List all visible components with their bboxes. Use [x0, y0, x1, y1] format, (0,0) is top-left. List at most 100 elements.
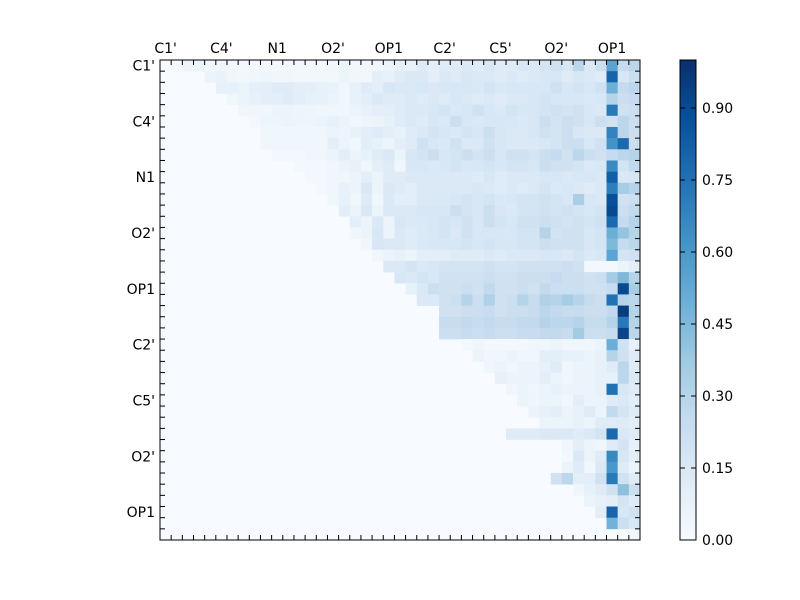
- heatmap-cell: [506, 60, 518, 72]
- heatmap-cell: [483, 205, 496, 217]
- heatmap-cell: [238, 104, 250, 117]
- heatmap-cell: [606, 417, 618, 429]
- heatmap-cell: [606, 506, 618, 518]
- heatmap-cell: [238, 82, 250, 94]
- heatmap-cell: [316, 71, 328, 83]
- heatmap-cell: [584, 193, 596, 206]
- heatmap-cell: [483, 227, 496, 239]
- heatmap-cell: [528, 283, 540, 295]
- heatmap-cell: [517, 149, 529, 161]
- heatmap-cell: [349, 104, 362, 117]
- heatmap-cell: [394, 238, 406, 251]
- heatmap-cell: [584, 450, 596, 463]
- heatmap-cell: [327, 115, 339, 128]
- heatmap-cell: [561, 115, 574, 128]
- heatmap-cell: [405, 216, 418, 228]
- heatmap-cell: [349, 126, 362, 139]
- heatmap-cell: [405, 182, 418, 195]
- heatmap-cell: [584, 406, 596, 418]
- heatmap-cell: [539, 383, 551, 396]
- heatmap-cell: [338, 193, 351, 206]
- heatmap-cell: [461, 283, 473, 295]
- heatmap-cell: [584, 160, 596, 172]
- heatmap-cell: [584, 260, 596, 273]
- heatmap-cell: [394, 60, 406, 72]
- heatmap-cell: [349, 227, 362, 239]
- heatmap-cell: [316, 60, 328, 72]
- heatmap-cell: [595, 506, 607, 518]
- heatmap-cell: [394, 205, 406, 217]
- heatmap-cell: [528, 406, 540, 418]
- heatmap-cell: [494, 104, 507, 117]
- heatmap-cell: [573, 339, 585, 351]
- heatmap-cell: [595, 260, 607, 273]
- heatmap-cell: [506, 115, 518, 128]
- heatmap-cell: [539, 361, 551, 373]
- heatmap-cell: [606, 350, 618, 362]
- heatmap-cell: [584, 238, 596, 251]
- heatmap-cell: [584, 439, 596, 451]
- heatmap-cell: [450, 205, 462, 217]
- heatmap-cell: [561, 428, 574, 440]
- heatmap-cell: [461, 71, 473, 83]
- heatmap-cell: [282, 115, 295, 128]
- heatmap-cell: [472, 182, 485, 195]
- heatmap-cell: [461, 339, 473, 351]
- heatmap-cell: [416, 126, 429, 139]
- heatmap-cell: [528, 205, 540, 217]
- heatmap-cell: [617, 60, 630, 72]
- heatmap-cell: [617, 272, 630, 284]
- heatmap-cell: [573, 126, 585, 139]
- heatmap-cell: [472, 327, 485, 340]
- heatmap-cell: [561, 193, 574, 206]
- heatmap-cell: [617, 104, 630, 117]
- heatmap-cell: [550, 149, 563, 161]
- heatmap-cell: [573, 82, 585, 94]
- axis-ticks: [159, 59, 641, 541]
- heatmap-cell: [271, 138, 284, 150]
- heatmap-cell: [550, 305, 563, 318]
- heatmap-cell: [383, 115, 395, 128]
- heatmap-cell: [427, 93, 440, 105]
- heatmap-cell: [606, 383, 618, 396]
- heatmap-cell: [483, 361, 496, 373]
- heatmap-cell: [595, 93, 607, 105]
- heatmap-cell: [528, 339, 540, 351]
- heatmap-cell: [617, 428, 630, 440]
- heatmap-cell: [472, 238, 485, 251]
- heatmap-cell: [617, 149, 630, 161]
- heatmap-cell: [628, 439, 641, 451]
- y-tick-label: O2': [131, 449, 155, 465]
- heatmap-cell: [573, 406, 585, 418]
- heatmap-cell: [617, 82, 630, 94]
- heatmap-cell: [584, 417, 596, 429]
- heatmap-cell: [271, 60, 284, 72]
- heatmap-cell: [573, 238, 585, 251]
- heatmap-cell: [260, 93, 272, 105]
- heatmap-cell: [561, 138, 574, 150]
- heatmap-cell: [483, 93, 496, 105]
- heatmap-cell: [584, 383, 596, 396]
- heatmap-cell: [506, 138, 518, 150]
- colorbar-tick-label: 0.90: [702, 101, 733, 117]
- x-tick-label: N1: [268, 41, 287, 57]
- heatmap-cell: [383, 104, 395, 117]
- heatmap-cell: [405, 138, 418, 150]
- heatmap-cell: [539, 406, 551, 418]
- heatmap-cell: [416, 294, 429, 306]
- heatmap-cell: [584, 126, 596, 139]
- heatmap-cell: [517, 238, 529, 251]
- heatmap-cell: [584, 71, 596, 83]
- heatmap-cell: [427, 238, 440, 251]
- heatmap-cell: [517, 104, 529, 117]
- colorbar-tick-label: 0.15: [702, 461, 733, 477]
- y-tick-label: O2': [131, 226, 155, 242]
- heatmap-cell: [238, 60, 250, 72]
- heatmap-cell: [628, 461, 641, 474]
- heatmap-cell: [472, 272, 485, 284]
- heatmap-cell: [628, 294, 641, 306]
- heatmap-cell: [360, 126, 373, 139]
- heatmap-cell: [617, 495, 630, 507]
- heatmap-cell: [506, 327, 518, 340]
